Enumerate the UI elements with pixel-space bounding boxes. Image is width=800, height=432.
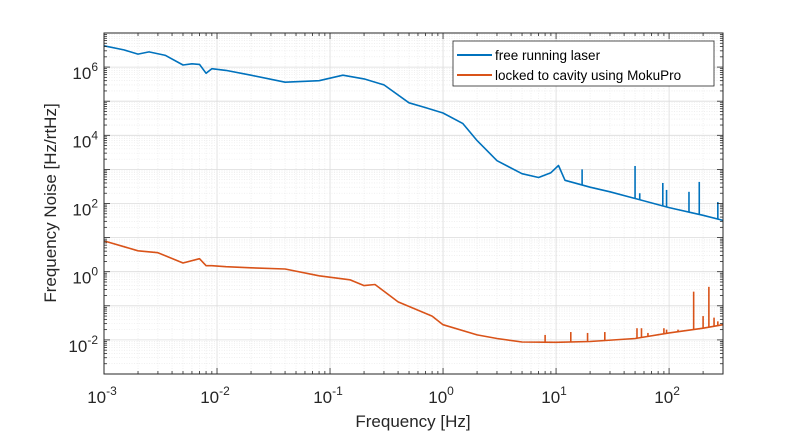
legend-label-locked: locked to cavity using MokuPro [495, 68, 681, 83]
series-line-1 [103, 240, 724, 344]
series-line-0 [103, 45, 724, 222]
grid [103, 33, 724, 375]
y-tick-label: 102 [72, 197, 98, 220]
legend: free running laser locked to cavity usin… [452, 40, 715, 87]
y-tick-label: 100 [72, 265, 98, 288]
x-tick-label: 101 [541, 384, 567, 407]
x-tick-label: 10-3 [87, 384, 117, 407]
y-tick-label: 106 [72, 60, 98, 83]
x-tick-label: 102 [654, 384, 680, 407]
x-tick-label: 10-1 [313, 384, 343, 407]
legend-label-free-running: free running laser [495, 48, 601, 63]
x-axis-label: Frequency [Hz] [355, 412, 470, 431]
y-axis-label: Frequency Noise [Hz/rtHz] [41, 103, 60, 302]
x-tick-label: 10-2 [200, 384, 230, 407]
data-lines [103, 45, 724, 344]
y-tick-label: 104 [72, 128, 98, 151]
legend-box [452, 40, 715, 87]
x-tick-label: 100 [428, 384, 454, 407]
ticks: 10-3 10-2 10-1 100 101 102 10-2 100 102 104 106 [68, 33, 724, 407]
y-tick-label: 10-2 [68, 333, 98, 356]
